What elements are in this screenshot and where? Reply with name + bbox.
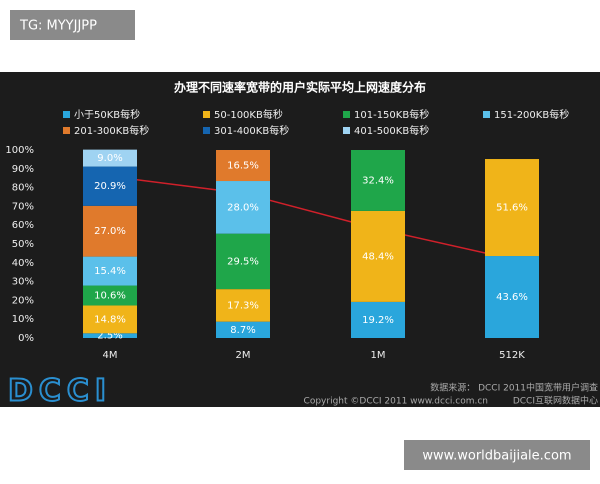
value-label: 29.5% xyxy=(227,256,259,267)
value-label: 43.6% xyxy=(496,292,528,303)
legend-label: 301-400KB每秒 xyxy=(214,124,289,137)
legend-label: 201-300KB每秒 xyxy=(74,124,149,137)
bar-segment xyxy=(216,150,270,182)
legend-swatch xyxy=(343,127,350,134)
bar-segment xyxy=(83,333,137,338)
watermark: www.worldbaijiale.com xyxy=(422,449,571,464)
y-tick-label: 0% xyxy=(18,333,34,344)
value-label: 10.6% xyxy=(94,291,126,302)
bar-segment xyxy=(485,256,539,338)
legend-label: 151-200KB每秒 xyxy=(494,108,569,121)
value-label: 51.6% xyxy=(496,203,528,214)
footer-copyright: Copyright ©DCCI 2011 www.dcci.com.cn xyxy=(304,397,488,407)
bar-segment xyxy=(216,181,270,234)
bar-segment xyxy=(351,150,405,211)
value-label: 17.3% xyxy=(227,300,259,311)
value-label: 8.7% xyxy=(230,325,255,336)
legend-swatch xyxy=(343,111,350,118)
value-label: 32.4% xyxy=(362,175,394,186)
value-label: 9.0% xyxy=(97,153,122,164)
legend-swatch xyxy=(63,111,70,118)
value-label: 27.0% xyxy=(94,226,126,237)
bar-segment xyxy=(83,205,137,257)
x-tick-label: 4M xyxy=(103,350,118,361)
value-label: 48.4% xyxy=(362,251,394,262)
value-label: 19.2% xyxy=(362,315,394,326)
bar-segment xyxy=(83,166,137,206)
chart-title: 办理不同速率宽带的用户实际平均上网速度分布 xyxy=(174,80,426,95)
y-tick-label: 20% xyxy=(12,295,34,306)
y-tick-label: 100% xyxy=(5,145,34,156)
bar-segment xyxy=(83,149,137,167)
y-tick-label: 10% xyxy=(12,314,34,325)
bar-segment xyxy=(351,210,405,302)
value-label: 20.9% xyxy=(94,181,126,192)
y-tick-label: 50% xyxy=(12,239,34,250)
value-label: 16.5% xyxy=(227,161,259,172)
y-tick-label: 70% xyxy=(12,201,34,212)
footer-org: DCCI互联网数据中心 xyxy=(513,395,598,407)
legend-label: 50-100KB每秒 xyxy=(214,108,283,121)
bar-segment xyxy=(216,321,270,338)
watermark: TG: MYYJJPP xyxy=(19,19,97,34)
y-tick-label: 30% xyxy=(12,277,34,288)
footer-source: 数据来源： DCCI 2011中国宽带用户调查 xyxy=(430,382,598,394)
legend-label: 101-150KB每秒 xyxy=(354,108,429,121)
bar-segment xyxy=(485,159,539,257)
legend-swatch xyxy=(203,127,210,134)
legend-swatch xyxy=(483,111,490,118)
y-tick-label: 60% xyxy=(12,220,34,231)
watermark-box xyxy=(404,440,590,470)
value-label: 28.0% xyxy=(227,202,259,213)
bar-segment xyxy=(351,301,405,338)
x-tick-label: 2M xyxy=(236,350,251,361)
legend-label: 401-500KB每秒 xyxy=(354,124,429,137)
bar-segment xyxy=(83,256,137,286)
bar-segment xyxy=(216,233,270,290)
trend-line xyxy=(109,175,513,260)
y-tick-label: 40% xyxy=(12,258,34,269)
y-tick-label: 90% xyxy=(12,164,34,175)
legend-label: 小于50KB每秒 xyxy=(74,108,140,121)
x-tick-label: 512K xyxy=(499,350,525,361)
value-label: 14.8% xyxy=(94,314,126,325)
bar-segment xyxy=(216,289,270,322)
legend-swatch xyxy=(203,111,210,118)
bar-segment xyxy=(83,305,137,334)
bar-segment xyxy=(83,285,137,306)
logo: DCCI xyxy=(8,374,112,409)
y-tick-label: 80% xyxy=(12,183,34,194)
watermark-box xyxy=(10,10,135,40)
value-label: 2.5% xyxy=(97,331,122,342)
x-tick-label: 1M xyxy=(371,350,386,361)
legend-swatch xyxy=(63,127,70,134)
value-label: 15.4% xyxy=(94,266,126,277)
plot: 小于50KB每秒 50-100KB每秒 101-150KB每秒 151-200KB每秒… xyxy=(5,108,569,361)
